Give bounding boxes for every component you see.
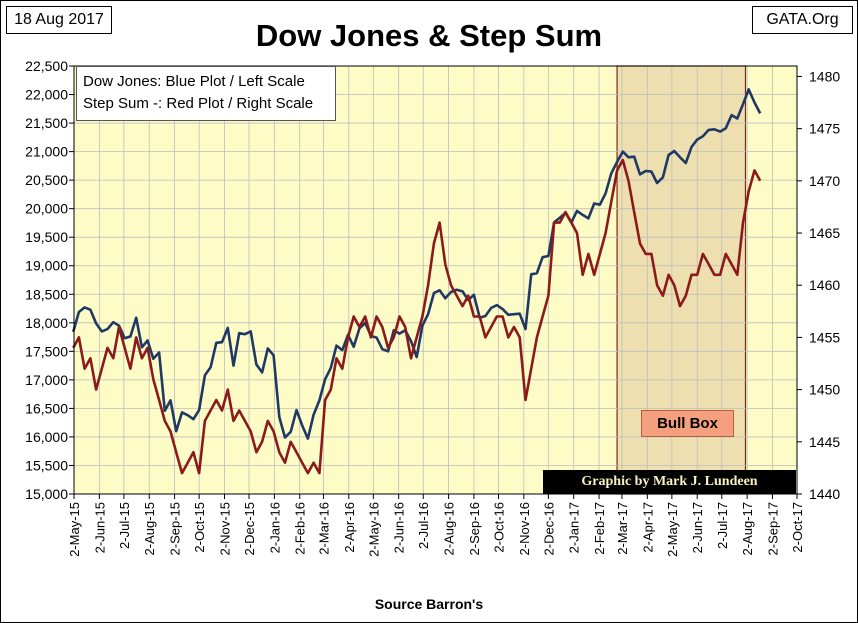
x-tick-label: 2-Dec-16 [541,502,556,555]
x-tick-label: 2-Dec-15 [242,502,257,555]
x-tick-label: 2-Jul-16 [416,502,431,549]
x-tick-label: 2-Sep-15 [168,502,183,555]
y-left-tick-label: 20,500 [25,172,68,188]
legend-line-dow: Dow Jones: Blue Plot / Left Scale [83,73,305,90]
y-right-tick-label: 1465 [809,225,840,241]
x-tick-label: 2-Mar-17 [615,502,630,555]
chart-title: Dow Jones & Step Sum [255,18,603,53]
y-right-tick-label: 1440 [809,486,840,502]
x-tick-label: 2-Jul-15 [117,502,132,549]
y-right-tick-label: 1455 [809,329,840,345]
y-right-tick-label: 1480 [809,68,840,84]
x-tick-label: 2-May-15 [67,502,82,557]
step-sum-line [72,158,762,475]
date-label: 18 Aug 2017 [6,6,112,34]
y-right-tick-label: 1470 [809,173,840,189]
y-left-tick-label: 17,000 [25,372,68,388]
x-tick-label: 2-Feb-16 [293,502,308,555]
x-tick-label: 2-Oct-15 [192,502,207,553]
y-left-tick-label: 22,000 [25,87,68,103]
y-left-tick-label: 19,000 [25,258,68,274]
x-tick-label: 2-Jan-16 [267,502,282,553]
y-left-tick-label: 15,000 [25,486,68,502]
y-left-tick-label: 15,500 [25,457,68,473]
y-right-tick-label: 1445 [809,434,840,450]
y-left-tick-label: 22,500 [25,58,68,74]
x-tick-label: 2-Oct-16 [491,502,506,553]
x-tick-label: 2-Nov-16 [517,502,532,555]
y-left-tick-label: 19,500 [25,229,68,245]
x-tick-label: 2-Aug-17 [740,502,755,555]
x-tick-label: 2-Feb-17 [592,502,607,555]
x-tick-label: 2-Jul-17 [715,502,730,549]
x-tick-label: 2-Jun-15 [92,502,107,553]
bull-box-label: Bull Box [641,410,734,437]
x-tick-label: 2-Apr-16 [342,502,357,553]
x-tick-label: 2-Apr-17 [640,502,655,553]
y-left-tick-label: 21,000 [25,144,68,160]
x-tick-label: 2-Oct-17 [790,502,805,553]
y-right-tick-label: 1460 [809,277,840,293]
x-axis-source-label: Source Barron's [374,596,484,612]
y-left-tick-label: 17,500 [25,343,68,359]
x-tick-label: 2-May-17 [665,502,680,557]
x-tick-label: 2-Jan-17 [567,502,582,553]
x-tick-label: 2-Aug-15 [142,502,157,555]
y-left-tick-label: 16,000 [25,429,68,445]
plot-border [73,65,798,495]
x-tick-label: 2-May-16 [366,502,381,557]
x-tick-label: 2-Sep-16 [467,502,482,555]
y-left-tick-label: 18,500 [25,286,68,302]
credit-label: Graphic by Mark J. Lundeen [543,470,796,494]
x-tick-label: 2-Jun-17 [690,502,705,553]
x-tick-label: 2-Sep-17 [765,502,780,555]
y-left-tick-label: 21,500 [25,115,68,131]
dow-jones-line [71,88,762,440]
y-right-tick-label: 1475 [809,121,840,137]
y-left-tick-label: 18,000 [25,315,68,331]
y-right-tick-label: 1450 [809,382,840,398]
legend-line-stepsum: Step Sum -: Red Plot / Right Scale [83,95,314,112]
y-left-tick-label: 20,000 [25,201,68,217]
x-tick-label: 2-Mar-16 [316,502,331,555]
x-tick-label: 2-Jun-16 [392,502,407,553]
y-left-tick-label: 16,500 [25,400,68,416]
x-tick-label: 2-Nov-15 [217,502,232,555]
site-label: GATA.Org [752,6,853,34]
legend: Dow Jones: Blue Plot / Left Scale Step S… [76,66,336,121]
x-tick-label: 2-Aug-16 [442,502,457,555]
